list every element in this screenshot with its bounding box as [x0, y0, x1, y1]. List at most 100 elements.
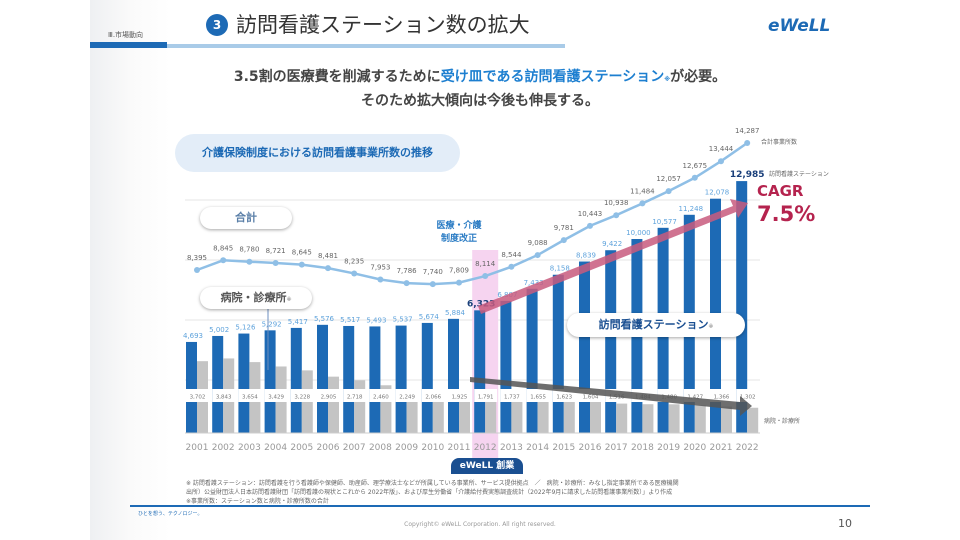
bar-station	[343, 325, 355, 433]
bar-hospital	[563, 401, 575, 433]
section-bar	[90, 42, 167, 48]
x-tick-label: 2010	[421, 443, 444, 453]
bar-station	[605, 250, 617, 433]
point-total	[298, 261, 305, 268]
bar-station	[552, 274, 564, 433]
bar-label-station: 8,158	[550, 265, 570, 273]
bar-label-hospital: 1,516	[609, 395, 625, 401]
hospital-label-box	[710, 389, 733, 402]
bar-hospital	[668, 404, 680, 433]
hospital-label-box	[212, 389, 236, 402]
bar-label-hospital: 2,718	[347, 395, 363, 401]
bar-station	[395, 325, 407, 433]
bar-label-station: 6,323	[467, 299, 495, 309]
bar-label-hospital: 1,925	[452, 395, 468, 401]
line-label-total: 8,235	[344, 257, 364, 265]
x-tick-label: 2019	[657, 443, 680, 453]
point-total	[587, 222, 593, 229]
reform-annotation: 医療・介護 制度改正	[424, 220, 494, 246]
bar-label-station: 5,417	[288, 318, 308, 326]
bar-label-hospital: 3,702	[190, 395, 206, 401]
x-tick-label: 2012	[474, 443, 497, 453]
subtitle-line2: そのため拡大傾向は今後も伸長する。	[361, 93, 599, 109]
subtitle-highlight: 受け皿である訪問看護ステーション	[440, 69, 665, 85]
hospital-label-box	[317, 389, 340, 402]
x-tick-label: 2020	[683, 443, 706, 453]
x-tick-label: 2014	[526, 443, 549, 453]
bar-hospital	[328, 376, 339, 433]
point-total	[665, 188, 672, 195]
bar-hospital	[694, 405, 706, 433]
x-tick-label: 2017	[605, 443, 628, 453]
title-underline	[167, 44, 565, 48]
bar-label-hospital: 3,654	[242, 395, 258, 401]
line-label-total: 9,781	[554, 224, 574, 232]
x-tick-label: 2015	[552, 443, 575, 453]
hospital-label-box	[421, 389, 445, 402]
bar-label-station: 5,493	[366, 316, 386, 324]
bar-label-station: 10,000	[626, 229, 651, 237]
ewell-founded-badge: eWeLL 創業	[451, 458, 523, 474]
line-label-total: 14,287	[735, 127, 760, 135]
bar-label-hospital: 1,791	[478, 395, 494, 401]
x-tick-label: 2007	[343, 443, 366, 453]
end-label-hospital: 病院・診療所	[764, 418, 801, 425]
bar-label-station: 10,577	[652, 218, 677, 226]
ewell-logo: eWeLL	[768, 16, 831, 36]
bar-station	[317, 324, 328, 433]
bar-label-station: 12,985	[730, 170, 765, 180]
point-total	[456, 279, 462, 286]
bar-label-hospital: 1,302	[740, 395, 756, 401]
bar-station	[264, 330, 276, 433]
line-label-total: 12,675	[683, 162, 708, 170]
cagr-label: CAGR	[757, 182, 804, 200]
bar-station	[186, 341, 197, 433]
x-tick-label: 2002	[212, 443, 235, 453]
x-tick-label: 2016	[579, 443, 602, 453]
x-tick-label: 2001	[186, 443, 209, 453]
bar-station	[369, 326, 381, 433]
bar-label-hospital: 2,905	[321, 395, 337, 401]
bar-label-station: 5,576	[314, 315, 335, 323]
hospital-label-box	[186, 389, 209, 402]
bar-label-hospital: 2,249	[399, 395, 415, 401]
bar-label-station: 5,674	[419, 313, 440, 321]
bar-station	[421, 322, 433, 433]
line-label-total: 7,809	[449, 267, 469, 275]
point-total	[718, 158, 724, 165]
bar-station	[579, 261, 590, 433]
line-label-total: 8,481	[318, 252, 338, 260]
footnote-1: ※ 訪問看護ステーション：訪問看護を行う看護師や保健師、助産師、理学療法士などが…	[186, 480, 679, 487]
bar-label-station: 5,884	[445, 309, 466, 317]
point-total	[403, 280, 410, 287]
footer-line	[130, 505, 870, 507]
end-label-station: 訪問看護ステーション	[769, 171, 829, 178]
subtitle-text: が必要。	[670, 69, 727, 85]
hospital-label-box	[369, 389, 393, 402]
line-label-total: 8,721	[266, 247, 286, 255]
point-total	[560, 237, 567, 244]
bar-hospital	[380, 385, 392, 433]
page-title: 訪問看護ステーション数の拡大	[236, 13, 530, 37]
bar-hospital	[721, 406, 732, 433]
bar-station	[474, 310, 486, 433]
hospital-label-box	[395, 389, 419, 402]
bar-label-station: 5,537	[393, 316, 413, 324]
reform-line1: 医療・介護	[436, 221, 482, 231]
footnote-2: 出所）公益財団法人日本訪問看護財団「訪問看護の現状とこれから 2022年版」、お…	[186, 489, 673, 496]
subtitle-text: 3.5割の医療費を削減するために	[233, 69, 441, 85]
bar-label-hospital: 1,604	[583, 395, 599, 401]
legend-hospital: 病院・診療所※	[200, 287, 312, 309]
point-total	[613, 212, 620, 219]
legend-station-label: 訪問看護ステーション	[598, 318, 709, 331]
hospital-label-box	[500, 389, 524, 402]
tagline: ひとを想う、テクノロジー。	[138, 511, 203, 517]
bar-label-hospital: 1,366	[714, 395, 730, 401]
bar-station	[500, 300, 512, 433]
bar-label-station: 4,693	[183, 332, 203, 340]
point-total	[325, 265, 331, 272]
page-number: 10	[838, 517, 852, 530]
bar-label-hospital: 1,623	[556, 395, 572, 401]
legend-total-label: 合計	[235, 211, 257, 224]
section-label: Ⅲ.市場動向	[108, 31, 144, 39]
